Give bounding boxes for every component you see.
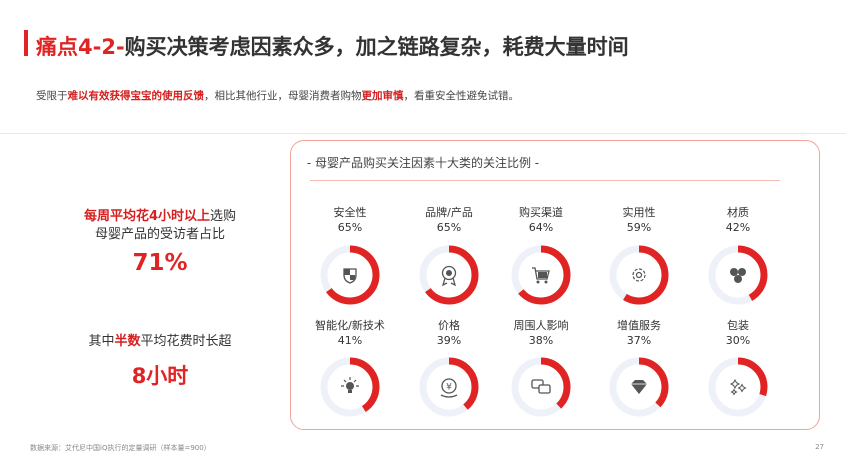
factor-label: 品牌/产品: [425, 205, 473, 219]
subtitle-part-1: 受限于: [36, 90, 68, 102]
factor-value-label: 38%: [529, 334, 553, 347]
donut-item: 周围人影响 38%: [511, 319, 571, 417]
shopping-cart-icon: [532, 267, 550, 284]
page-title-accent: 痛点4-2-: [36, 35, 125, 59]
lightbulb-icon: [341, 377, 359, 393]
subtitle-part-2: ，相比其他行业，母婴消费者购物: [204, 90, 362, 102]
donut-item: 包装 30%: [708, 319, 768, 417]
factor-value-label: 59%: [627, 221, 651, 234]
donut-item: 实用性 59%: [609, 205, 669, 305]
factor-label: 购买渠道: [519, 205, 563, 219]
factor-value-label: 64%: [529, 221, 553, 234]
stat2-label-pre: 其中: [88, 334, 115, 349]
factor-label: 增值服务: [617, 318, 661, 332]
page-title-rest: 购买决策考虑因素众多，加之链路复杂，耗费大量时间: [124, 35, 629, 59]
stat1-value: 71%: [132, 250, 188, 276]
stat1-label: 每周平均花4小时以上选购母婴产品的受访者占比: [40, 208, 280, 244]
factor-label: 周围人影响: [514, 319, 569, 332]
chat-bubbles-icon: [531, 379, 551, 394]
factor-value-label: 39%: [437, 334, 461, 347]
factor-value-label: 30%: [726, 334, 750, 347]
donut-item: 安全性 65%: [320, 205, 380, 305]
factor-label: 智能化/新技术: [315, 318, 385, 332]
factor-value-label: 65%: [437, 221, 461, 234]
factor-value-label: 42%: [726, 221, 750, 234]
section-divider: [0, 133, 846, 134]
stat1-highlight: 每周平均花4小时以上: [83, 209, 211, 224]
donut-value-arc: [511, 245, 571, 305]
chart-title-underline: [310, 180, 780, 181]
material-cells-icon: [730, 268, 746, 283]
factor-label: 实用性: [623, 205, 656, 219]
factor-value-label: 41%: [338, 334, 362, 347]
shield-icon: [343, 268, 357, 284]
donut-item: 材质 42%: [708, 205, 768, 305]
gear-icon: [632, 268, 646, 282]
stat2-value: 8小时: [131, 364, 189, 388]
donut-value-arc: [708, 245, 768, 305]
page-title: 痛点4-2-购买决策考虑因素众多，加之链路复杂，耗费大量时间: [36, 31, 629, 61]
donut-item: 购买渠道 64%: [511, 205, 571, 305]
donut-value-arc: [320, 245, 380, 305]
page-subtitle: 受限于难以有效获得宝宝的使用反馈，相比其他行业，母婴消费者购物更加审慎，看重安全…: [36, 88, 519, 103]
donut-value-arc: [609, 245, 669, 305]
factor-value-label: 37%: [627, 334, 651, 347]
data-source-note: 数据来源：艾代尼中国iQ执行的定量调研（样本量=900）: [30, 444, 211, 452]
stat2-label: 其中半数平均花费时长超: [40, 333, 280, 351]
donut-value-arc: [511, 357, 571, 417]
subtitle-highlight-2: 更加审慎: [361, 90, 404, 102]
subtitle-highlight-1: 难以有效获得宝宝的使用反馈: [67, 90, 205, 102]
sparkle-icon: [729, 378, 747, 396]
page-number: 27: [815, 443, 824, 451]
factor-label: 包装: [727, 319, 749, 332]
donut-value-arc: [609, 357, 669, 417]
donut-item: 品牌/产品 65%: [419, 205, 479, 305]
stat2-label-rest: 平均花费时长超: [140, 334, 232, 349]
subtitle-part-3: ，看重安全性避免试错。: [403, 90, 520, 102]
chart-title: - 母婴产品购买关注因素十大类的关注比例 -: [306, 156, 540, 170]
diamond-icon: [631, 380, 647, 394]
donut-value-arc: [708, 357, 768, 417]
title-accent-bar: [24, 30, 28, 56]
factor-label: 安全性: [334, 205, 367, 219]
yuan-coin-icon: ¥: [440, 378, 458, 398]
stat1-label-rest: 选购: [210, 209, 237, 224]
factor-label: 材质: [727, 205, 749, 219]
donut-item: 增值服务 37%: [609, 318, 669, 417]
svg-text:¥: ¥: [446, 383, 452, 393]
donut-value-arc: [320, 357, 380, 417]
award-badge-icon: [441, 265, 457, 287]
donut-item: 价格 39% ¥: [419, 318, 479, 417]
stat1-label-line2: 母婴产品的受访者占比: [94, 227, 225, 242]
factor-value-label: 65%: [338, 221, 362, 234]
stat2-highlight: 半数: [114, 334, 141, 349]
donut-value-arc: [419, 357, 479, 417]
donut-item: 智能化/新技术 41%: [315, 318, 385, 417]
donut-value-arc: [419, 245, 479, 305]
factor-label: 价格: [438, 318, 460, 332]
